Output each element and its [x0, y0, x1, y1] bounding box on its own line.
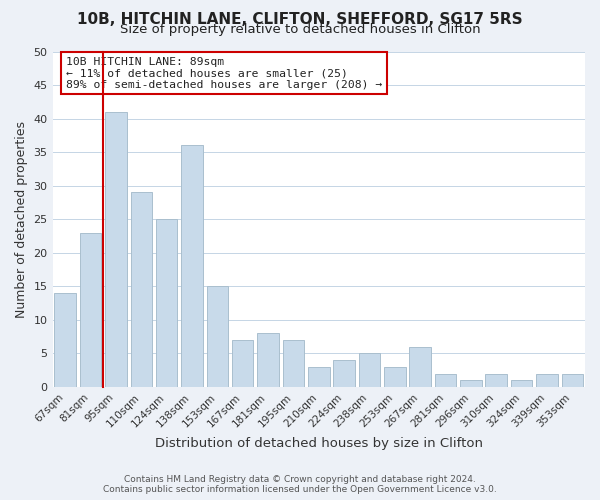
- Bar: [485, 374, 507, 387]
- Bar: [384, 367, 406, 387]
- X-axis label: Distribution of detached houses by size in Clifton: Distribution of detached houses by size …: [155, 437, 483, 450]
- Bar: [511, 380, 532, 387]
- Bar: [206, 286, 228, 387]
- Bar: [181, 146, 203, 387]
- Bar: [435, 374, 457, 387]
- Bar: [409, 346, 431, 387]
- Text: Size of property relative to detached houses in Clifton: Size of property relative to detached ho…: [119, 22, 481, 36]
- Bar: [80, 232, 101, 387]
- Text: Contains HM Land Registry data © Crown copyright and database right 2024.
Contai: Contains HM Land Registry data © Crown c…: [103, 474, 497, 494]
- Bar: [308, 367, 329, 387]
- Bar: [562, 374, 583, 387]
- Bar: [460, 380, 482, 387]
- Bar: [105, 112, 127, 387]
- Bar: [156, 219, 178, 387]
- Text: 10B HITCHIN LANE: 89sqm
← 11% of detached houses are smaller (25)
89% of semi-de: 10B HITCHIN LANE: 89sqm ← 11% of detache…: [66, 56, 382, 90]
- Text: 10B, HITCHIN LANE, CLIFTON, SHEFFORD, SG17 5RS: 10B, HITCHIN LANE, CLIFTON, SHEFFORD, SG…: [77, 12, 523, 28]
- Bar: [334, 360, 355, 387]
- Bar: [536, 374, 558, 387]
- Bar: [55, 293, 76, 387]
- Bar: [359, 354, 380, 387]
- Bar: [283, 340, 304, 387]
- Bar: [131, 192, 152, 387]
- Bar: [257, 334, 279, 387]
- Bar: [232, 340, 253, 387]
- Y-axis label: Number of detached properties: Number of detached properties: [15, 120, 28, 318]
